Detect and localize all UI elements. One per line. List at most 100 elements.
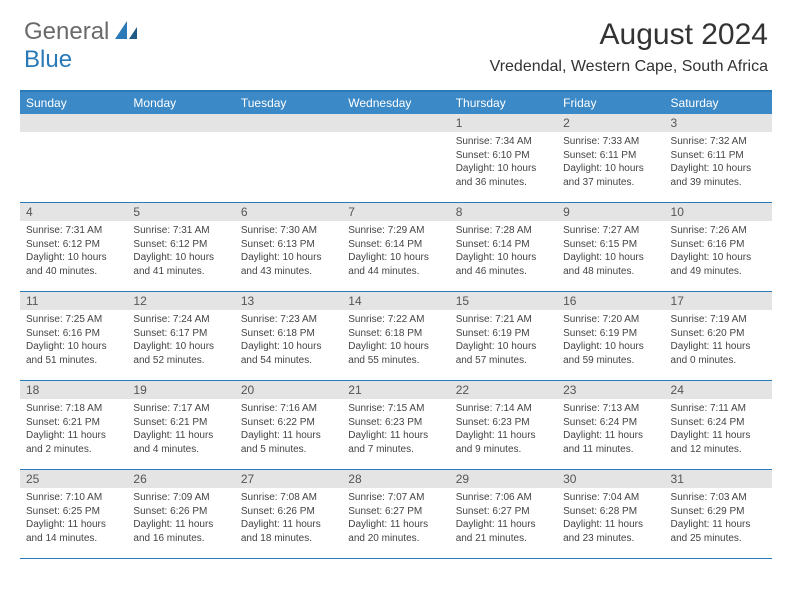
daylight-text: Daylight: 11 hours and 0 minutes. <box>671 340 766 367</box>
sunrise-text: Sunrise: 7:21 AM <box>456 313 551 327</box>
daylight-text: Daylight: 11 hours and 14 minutes. <box>26 518 121 545</box>
day-cell: 6Sunrise: 7:30 AMSunset: 6:13 PMDaylight… <box>235 203 342 291</box>
sunset-text: Sunset: 6:12 PM <box>133 238 228 252</box>
day-cell <box>342 114 449 202</box>
sunset-text: Sunset: 6:22 PM <box>241 416 336 430</box>
sunset-text: Sunset: 6:23 PM <box>348 416 443 430</box>
sunset-text: Sunset: 6:16 PM <box>671 238 766 252</box>
sunrise-text: Sunrise: 7:11 AM <box>671 402 766 416</box>
day-details: Sunrise: 7:31 AMSunset: 6:12 PMDaylight:… <box>20 221 127 282</box>
daylight-text: Daylight: 10 hours and 39 minutes. <box>671 162 766 189</box>
daylight-text: Daylight: 10 hours and 59 minutes. <box>563 340 658 367</box>
day-number: 29 <box>450 470 557 488</box>
day-cell: 16Sunrise: 7:20 AMSunset: 6:19 PMDayligh… <box>557 292 664 380</box>
weekday-saturday: Saturday <box>665 92 772 114</box>
day-cell: 17Sunrise: 7:19 AMSunset: 6:20 PMDayligh… <box>665 292 772 380</box>
sunrise-text: Sunrise: 7:24 AM <box>133 313 228 327</box>
daylight-text: Daylight: 10 hours and 41 minutes. <box>133 251 228 278</box>
daylight-text: Daylight: 10 hours and 43 minutes. <box>241 251 336 278</box>
day-details: Sunrise: 7:31 AMSunset: 6:12 PMDaylight:… <box>127 221 234 282</box>
day-cell: 3Sunrise: 7:32 AMSunset: 6:11 PMDaylight… <box>665 114 772 202</box>
day-details <box>127 132 234 196</box>
day-cell: 4Sunrise: 7:31 AMSunset: 6:12 PMDaylight… <box>20 203 127 291</box>
sunset-text: Sunset: 6:12 PM <box>26 238 121 252</box>
day-details: Sunrise: 7:19 AMSunset: 6:20 PMDaylight:… <box>665 310 772 371</box>
sunset-text: Sunset: 6:29 PM <box>671 505 766 519</box>
day-details: Sunrise: 7:07 AMSunset: 6:27 PMDaylight:… <box>342 488 449 549</box>
daylight-text: Daylight: 11 hours and 5 minutes. <box>241 429 336 456</box>
day-number: 30 <box>557 470 664 488</box>
daylight-text: Daylight: 10 hours and 44 minutes. <box>348 251 443 278</box>
logo-text-general: General <box>24 18 109 46</box>
sunset-text: Sunset: 6:18 PM <box>241 327 336 341</box>
daylight-text: Daylight: 11 hours and 18 minutes. <box>241 518 336 545</box>
sunset-text: Sunset: 6:27 PM <box>348 505 443 519</box>
sunset-text: Sunset: 6:18 PM <box>348 327 443 341</box>
sunrise-text: Sunrise: 7:23 AM <box>241 313 336 327</box>
sunrise-text: Sunrise: 7:34 AM <box>456 135 551 149</box>
sunrise-text: Sunrise: 7:32 AM <box>671 135 766 149</box>
day-cell: 31Sunrise: 7:03 AMSunset: 6:29 PMDayligh… <box>665 470 772 558</box>
daylight-text: Daylight: 10 hours and 46 minutes. <box>456 251 551 278</box>
day-number <box>342 114 449 132</box>
sunset-text: Sunset: 6:28 PM <box>563 505 658 519</box>
day-number: 15 <box>450 292 557 310</box>
day-cell: 18Sunrise: 7:18 AMSunset: 6:21 PMDayligh… <box>20 381 127 469</box>
month-title: August 2024 <box>490 18 768 52</box>
day-cell: 19Sunrise: 7:17 AMSunset: 6:21 PMDayligh… <box>127 381 234 469</box>
sunrise-text: Sunrise: 7:08 AM <box>241 491 336 505</box>
sunset-text: Sunset: 6:24 PM <box>563 416 658 430</box>
day-details: Sunrise: 7:04 AMSunset: 6:28 PMDaylight:… <box>557 488 664 549</box>
day-number: 6 <box>235 203 342 221</box>
weekday-wednesday: Wednesday <box>342 92 449 114</box>
sunset-text: Sunset: 6:21 PM <box>133 416 228 430</box>
sunset-text: Sunset: 6:20 PM <box>671 327 766 341</box>
day-cell: 10Sunrise: 7:26 AMSunset: 6:16 PMDayligh… <box>665 203 772 291</box>
day-number: 4 <box>20 203 127 221</box>
daylight-text: Daylight: 11 hours and 12 minutes. <box>671 429 766 456</box>
day-details: Sunrise: 7:13 AMSunset: 6:24 PMDaylight:… <box>557 399 664 460</box>
day-details: Sunrise: 7:08 AMSunset: 6:26 PMDaylight:… <box>235 488 342 549</box>
daylight-text: Daylight: 10 hours and 49 minutes. <box>671 251 766 278</box>
day-details <box>342 132 449 196</box>
sunrise-text: Sunrise: 7:28 AM <box>456 224 551 238</box>
day-number: 7 <box>342 203 449 221</box>
sunrise-text: Sunrise: 7:07 AM <box>348 491 443 505</box>
day-details: Sunrise: 7:09 AMSunset: 6:26 PMDaylight:… <box>127 488 234 549</box>
day-number <box>235 114 342 132</box>
week-row: 1Sunrise: 7:34 AMSunset: 6:10 PMDaylight… <box>20 114 772 203</box>
day-details <box>235 132 342 196</box>
day-cell: 29Sunrise: 7:06 AMSunset: 6:27 PMDayligh… <box>450 470 557 558</box>
week-row: 11Sunrise: 7:25 AMSunset: 6:16 PMDayligh… <box>20 292 772 381</box>
daylight-text: Daylight: 10 hours and 51 minutes. <box>26 340 121 367</box>
sunrise-text: Sunrise: 7:06 AM <box>456 491 551 505</box>
day-cell: 22Sunrise: 7:14 AMSunset: 6:23 PMDayligh… <box>450 381 557 469</box>
sunset-text: Sunset: 6:14 PM <box>348 238 443 252</box>
day-details: Sunrise: 7:24 AMSunset: 6:17 PMDaylight:… <box>127 310 234 371</box>
day-number: 16 <box>557 292 664 310</box>
logo: General <box>24 18 141 46</box>
weekday-sunday: Sunday <box>20 92 127 114</box>
weekday-header-row: Sunday Monday Tuesday Wednesday Thursday… <box>20 92 772 114</box>
daylight-text: Daylight: 11 hours and 20 minutes. <box>348 518 443 545</box>
sunset-text: Sunset: 6:26 PM <box>241 505 336 519</box>
day-cell: 26Sunrise: 7:09 AMSunset: 6:26 PMDayligh… <box>127 470 234 558</box>
week-row: 18Sunrise: 7:18 AMSunset: 6:21 PMDayligh… <box>20 381 772 470</box>
day-number <box>127 114 234 132</box>
sunset-text: Sunset: 6:19 PM <box>456 327 551 341</box>
day-number: 28 <box>342 470 449 488</box>
week-row: 4Sunrise: 7:31 AMSunset: 6:12 PMDaylight… <box>20 203 772 292</box>
day-cell <box>235 114 342 202</box>
day-cell: 12Sunrise: 7:24 AMSunset: 6:17 PMDayligh… <box>127 292 234 380</box>
sunrise-text: Sunrise: 7:30 AM <box>241 224 336 238</box>
sunset-text: Sunset: 6:10 PM <box>456 149 551 163</box>
day-details: Sunrise: 7:03 AMSunset: 6:29 PMDaylight:… <box>665 488 772 549</box>
day-cell: 5Sunrise: 7:31 AMSunset: 6:12 PMDaylight… <box>127 203 234 291</box>
sunrise-text: Sunrise: 7:10 AM <box>26 491 121 505</box>
day-number: 13 <box>235 292 342 310</box>
daylight-text: Daylight: 11 hours and 21 minutes. <box>456 518 551 545</box>
daylight-text: Daylight: 11 hours and 4 minutes. <box>133 429 228 456</box>
sunrise-text: Sunrise: 7:19 AM <box>671 313 766 327</box>
daylight-text: Daylight: 10 hours and 48 minutes. <box>563 251 658 278</box>
day-cell: 25Sunrise: 7:10 AMSunset: 6:25 PMDayligh… <box>20 470 127 558</box>
